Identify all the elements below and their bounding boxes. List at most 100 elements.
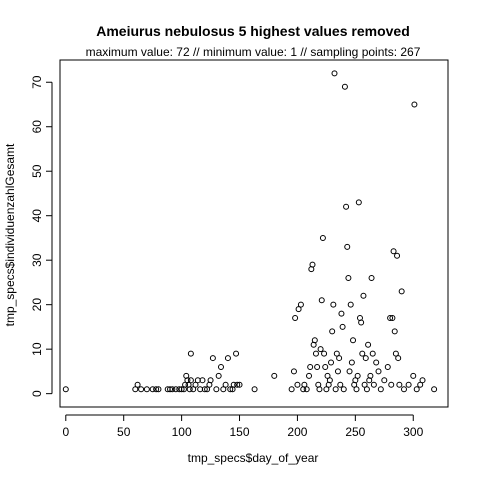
data-point xyxy=(251,386,258,393)
data-point xyxy=(343,203,350,210)
data-point xyxy=(318,297,325,304)
data-point xyxy=(322,363,329,370)
data-point xyxy=(370,381,377,388)
plot-area xyxy=(59,59,449,408)
y-tick-label: 30 xyxy=(30,253,44,267)
data-points xyxy=(62,70,438,393)
data-point xyxy=(381,377,388,384)
x-tick-label: 50 xyxy=(117,425,131,439)
data-point xyxy=(307,363,314,370)
data-point xyxy=(367,372,374,379)
data-point xyxy=(391,328,398,335)
y-tick-label: 0 xyxy=(30,390,44,397)
x-tick-label: 100 xyxy=(172,425,192,439)
data-point xyxy=(419,377,426,384)
data-point xyxy=(334,368,341,375)
data-point xyxy=(201,386,208,393)
data-point xyxy=(355,199,362,206)
data-point xyxy=(295,306,302,313)
x-axis: 0 50 100 150 200 250 300 xyxy=(62,414,424,439)
data-point xyxy=(271,372,278,379)
data-point xyxy=(431,386,438,393)
data-point xyxy=(169,386,176,393)
data-point xyxy=(204,386,211,393)
data-point xyxy=(360,292,367,299)
data-point xyxy=(294,381,301,388)
data-point xyxy=(410,372,417,379)
data-point xyxy=(365,341,372,348)
data-point xyxy=(344,243,351,250)
data-point xyxy=(411,101,418,108)
data-point xyxy=(333,350,340,357)
data-point xyxy=(292,315,299,322)
data-point xyxy=(233,350,240,357)
data-point xyxy=(341,83,348,90)
data-point xyxy=(309,261,316,268)
y-tick-label: 50 xyxy=(30,164,44,178)
data-point xyxy=(323,386,330,393)
x-tick-label: 250 xyxy=(345,425,365,439)
data-point xyxy=(338,310,345,317)
data-point xyxy=(394,252,401,259)
data-point xyxy=(288,386,295,393)
data-point xyxy=(330,301,337,308)
data-point xyxy=(345,274,352,281)
data-point xyxy=(227,386,234,393)
data-point xyxy=(192,381,199,388)
data-point xyxy=(405,381,412,388)
data-point xyxy=(392,350,399,357)
data-point xyxy=(143,386,150,393)
y-tick-label: 20 xyxy=(30,298,44,312)
data-point xyxy=(384,363,391,370)
data-point xyxy=(377,386,384,393)
data-point xyxy=(134,381,141,388)
chart-title: Ameiurus nebulosus 5 highest values remo… xyxy=(96,23,410,39)
data-point xyxy=(230,381,237,388)
data-point xyxy=(301,381,308,388)
data-point xyxy=(132,386,139,393)
data-point xyxy=(347,301,354,308)
y-tick-label: 60 xyxy=(30,120,44,134)
data-point xyxy=(329,328,336,335)
data-point xyxy=(319,234,326,241)
x-tick-label: 150 xyxy=(230,425,250,439)
data-point xyxy=(389,315,396,322)
data-point xyxy=(361,381,368,388)
x-tick-label: 200 xyxy=(287,425,307,439)
data-point xyxy=(190,386,197,393)
data-point xyxy=(172,386,179,393)
data-point xyxy=(138,386,145,393)
x-axis-label: tmp_specs$day_of_year xyxy=(188,451,319,465)
data-point xyxy=(358,319,365,326)
chart-subtitle: maximum value: 72 // minimum value: 1 //… xyxy=(86,45,421,59)
data-point xyxy=(354,372,361,379)
data-point xyxy=(368,274,375,281)
data-point xyxy=(220,386,227,393)
data-point xyxy=(317,346,324,353)
data-point xyxy=(337,381,344,388)
data-point xyxy=(199,377,206,384)
y-axis: 0 10 20 30 40 50 60 70 xyxy=(30,75,53,397)
data-point xyxy=(388,381,395,388)
data-point xyxy=(236,381,243,388)
data-point xyxy=(336,355,343,362)
data-point xyxy=(375,368,382,375)
data-point xyxy=(222,381,229,388)
y-tick-label: 40 xyxy=(30,209,44,223)
data-point xyxy=(182,381,189,388)
data-point xyxy=(332,386,339,393)
data-point xyxy=(353,386,360,393)
y-tick-label: 10 xyxy=(30,342,44,356)
data-point xyxy=(311,337,318,344)
data-point xyxy=(224,355,231,362)
data-point xyxy=(187,350,194,357)
data-point xyxy=(217,363,224,370)
data-point xyxy=(209,355,216,362)
data-point xyxy=(359,350,366,357)
data-point xyxy=(215,372,222,379)
data-point xyxy=(346,368,353,375)
x-tick-label: 0 xyxy=(62,425,69,439)
data-point xyxy=(186,386,193,393)
data-point xyxy=(187,377,194,384)
data-point xyxy=(153,386,160,393)
